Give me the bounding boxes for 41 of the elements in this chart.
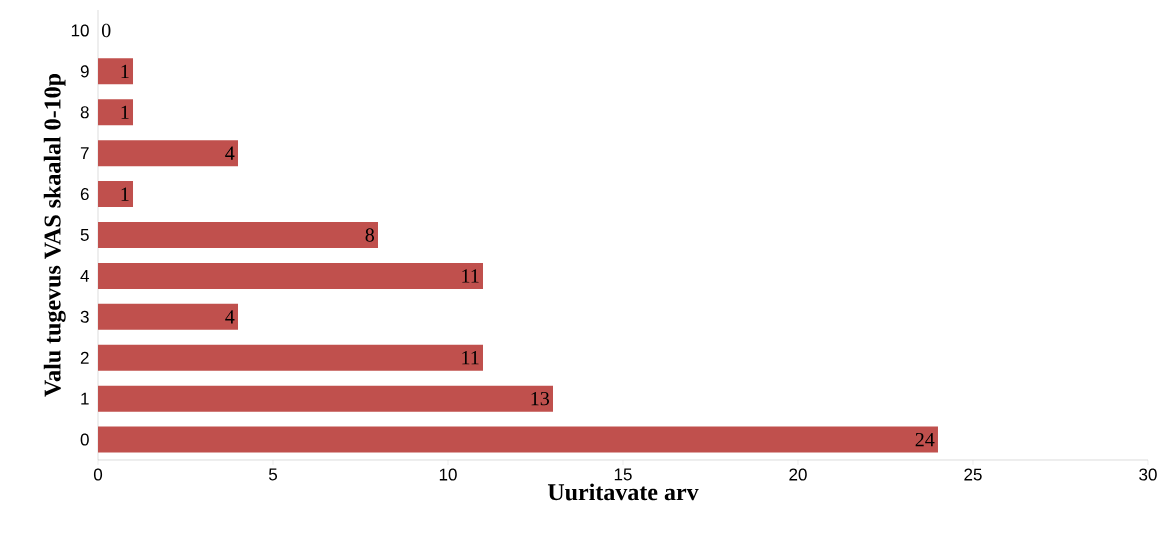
data-label: 4 — [225, 310, 235, 324]
data-label: 24 — [915, 432, 935, 447]
x-axis-title: Uuritavate arv — [547, 483, 699, 501]
data-label: 11 — [462, 351, 479, 365]
bar — [98, 58, 134, 85]
bar — [98, 140, 239, 167]
x-tick-label: 0 — [93, 468, 103, 481]
data-label: 1 — [121, 187, 129, 201]
x-tick-label: 10 — [439, 468, 457, 481]
y-axis-title: Valu tugevus VAS skaalal 0-10p — [43, 73, 66, 397]
data-label: 8 — [365, 228, 375, 242]
x-tick-label: 25 — [964, 468, 982, 481]
data-label: 0 — [101, 23, 111, 38]
y-tick-label: 1 — [81, 392, 89, 405]
data-label: 13 — [531, 391, 550, 406]
y-tick-label: 0 — [80, 433, 89, 446]
bar — [98, 344, 483, 371]
bar — [98, 385, 553, 412]
bar — [98, 426, 938, 453]
bar — [98, 262, 483, 289]
y-tick-label: 9 — [80, 65, 89, 78]
x-tick-label: 15 — [614, 468, 632, 481]
data-label: 1 — [121, 105, 129, 119]
x-tick-label: 20 — [789, 468, 807, 481]
data-label: 11 — [462, 269, 479, 283]
bar — [98, 222, 378, 248]
x-tick-label: 5 — [268, 468, 278, 481]
y-tick-label: 8 — [80, 106, 89, 119]
y-tick-label: 10 — [71, 24, 89, 37]
bar — [98, 99, 134, 126]
y-tick-label: 4 — [80, 270, 89, 282]
y-tick-label: 6 — [80, 188, 89, 201]
y-tick-label: 2 — [80, 351, 89, 364]
data-label: 4 — [225, 146, 235, 160]
bar — [98, 303, 239, 330]
data-label: 1 — [121, 64, 129, 78]
y-tick-label: 3 — [80, 310, 89, 323]
y-tick-label: 7 — [80, 147, 89, 160]
x-tick-label: 30 — [1139, 468, 1157, 481]
y-tick-label: 5 — [80, 229, 89, 241]
bar — [98, 181, 134, 208]
